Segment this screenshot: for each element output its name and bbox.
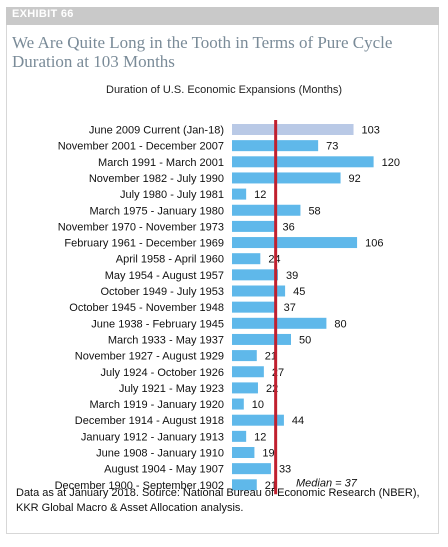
bar	[232, 366, 264, 378]
chart-title: Duration of U.S. Economic Expansions (Mo…	[106, 84, 342, 96]
value-label: 58	[308, 205, 320, 217]
exhibit-frame	[6, 7, 439, 534]
category-label: January 1912 - January 1913	[81, 431, 224, 443]
bar	[232, 463, 271, 475]
category-label: March 1933 - May 1937	[108, 334, 224, 346]
exhibit-label: EXHIBIT 66	[12, 8, 74, 20]
median-label: Median = 37	[296, 477, 358, 489]
value-label: 19	[262, 448, 274, 460]
value-label: 10	[252, 399, 264, 411]
median-marker: Median = 37	[274, 120, 358, 495]
category-label: June 1908 - January 1910	[96, 448, 224, 460]
category-label: March 1975 - January 1980	[89, 205, 224, 217]
category-label: July 1980 - July 1981	[120, 189, 224, 201]
bar	[232, 479, 257, 491]
bar	[232, 447, 255, 458]
bar	[232, 414, 284, 426]
bar	[232, 188, 247, 200]
bar	[232, 204, 301, 216]
value-label: 80	[334, 318, 346, 330]
category-label: June 2009 Current (Jan-18)	[89, 125, 224, 137]
bar	[232, 398, 244, 410]
bar	[232, 237, 358, 249]
bar	[232, 317, 327, 329]
source-footnote: Data as at January 2018. Source: Nationa…	[16, 487, 420, 514]
category-label: December 1914 - August 1918	[75, 415, 224, 427]
category-label: December 1900 - September 1902	[55, 480, 224, 492]
bar	[232, 285, 286, 297]
bar	[232, 301, 276, 313]
category-label: November 1970 - November 1973	[58, 221, 224, 233]
value-label: 45	[293, 286, 305, 298]
category-labels: June 2009 Current (Jan-18) November 2001 …	[55, 125, 224, 492]
value-label: 36	[282, 221, 294, 233]
category-label: October 1945 - November 1948	[69, 302, 224, 314]
category-label: February 1961 - December 1969	[64, 238, 224, 250]
bar	[232, 220, 275, 232]
value-label: 50	[299, 334, 311, 346]
value-label: 39	[286, 270, 298, 282]
value-label: 120	[382, 157, 400, 169]
value-label: 103	[362, 125, 380, 137]
value-label: 92	[349, 173, 361, 185]
bar	[232, 350, 257, 362]
bar	[232, 253, 261, 265]
category-label: August 1904 - May 1907	[104, 464, 224, 476]
category-label: July 1921 - May 1923	[119, 383, 224, 395]
category-label: October 1949 - July 1953	[100, 286, 224, 298]
value-label: 33	[279, 464, 291, 476]
value-label: 106	[365, 238, 383, 250]
category-label: April 1958 - April 1960	[116, 254, 224, 266]
category-label: November 1927 - August 1929	[75, 351, 224, 363]
value-label: 21	[265, 480, 277, 492]
value-label: 12	[254, 431, 266, 443]
bar	[232, 156, 374, 168]
bar	[232, 333, 291, 345]
value-label: 37	[284, 302, 296, 314]
category-label: June 1938 - February 1945	[91, 318, 224, 330]
bar	[232, 172, 341, 184]
exhibit-header-bar	[6, 7, 439, 25]
value-label: 12	[254, 189, 266, 201]
bar	[232, 269, 279, 281]
category-label: July 1924 - October 1926	[100, 367, 224, 379]
bar	[232, 382, 258, 394]
category-label: March 1991 - March 2001	[98, 157, 224, 169]
value-label: 73	[326, 141, 338, 153]
bar	[232, 430, 247, 442]
category-label: November 2001 - December 2007	[58, 141, 224, 153]
value-label: 44	[292, 415, 304, 427]
value-label: 27	[272, 367, 284, 379]
category-label: March 1919 - January 1920	[89, 399, 224, 411]
category-label: November 1982 - July 1990	[89, 173, 224, 185]
bar-current	[232, 124, 354, 135]
exhibit-title: We Are Quite Long in the Tooth in Terms …	[12, 33, 393, 71]
value-labels: 1037312092125836106243945378050212722104…	[252, 125, 400, 492]
value-label: 21	[265, 351, 277, 363]
category-label: May 1954 - August 1957	[105, 270, 224, 282]
